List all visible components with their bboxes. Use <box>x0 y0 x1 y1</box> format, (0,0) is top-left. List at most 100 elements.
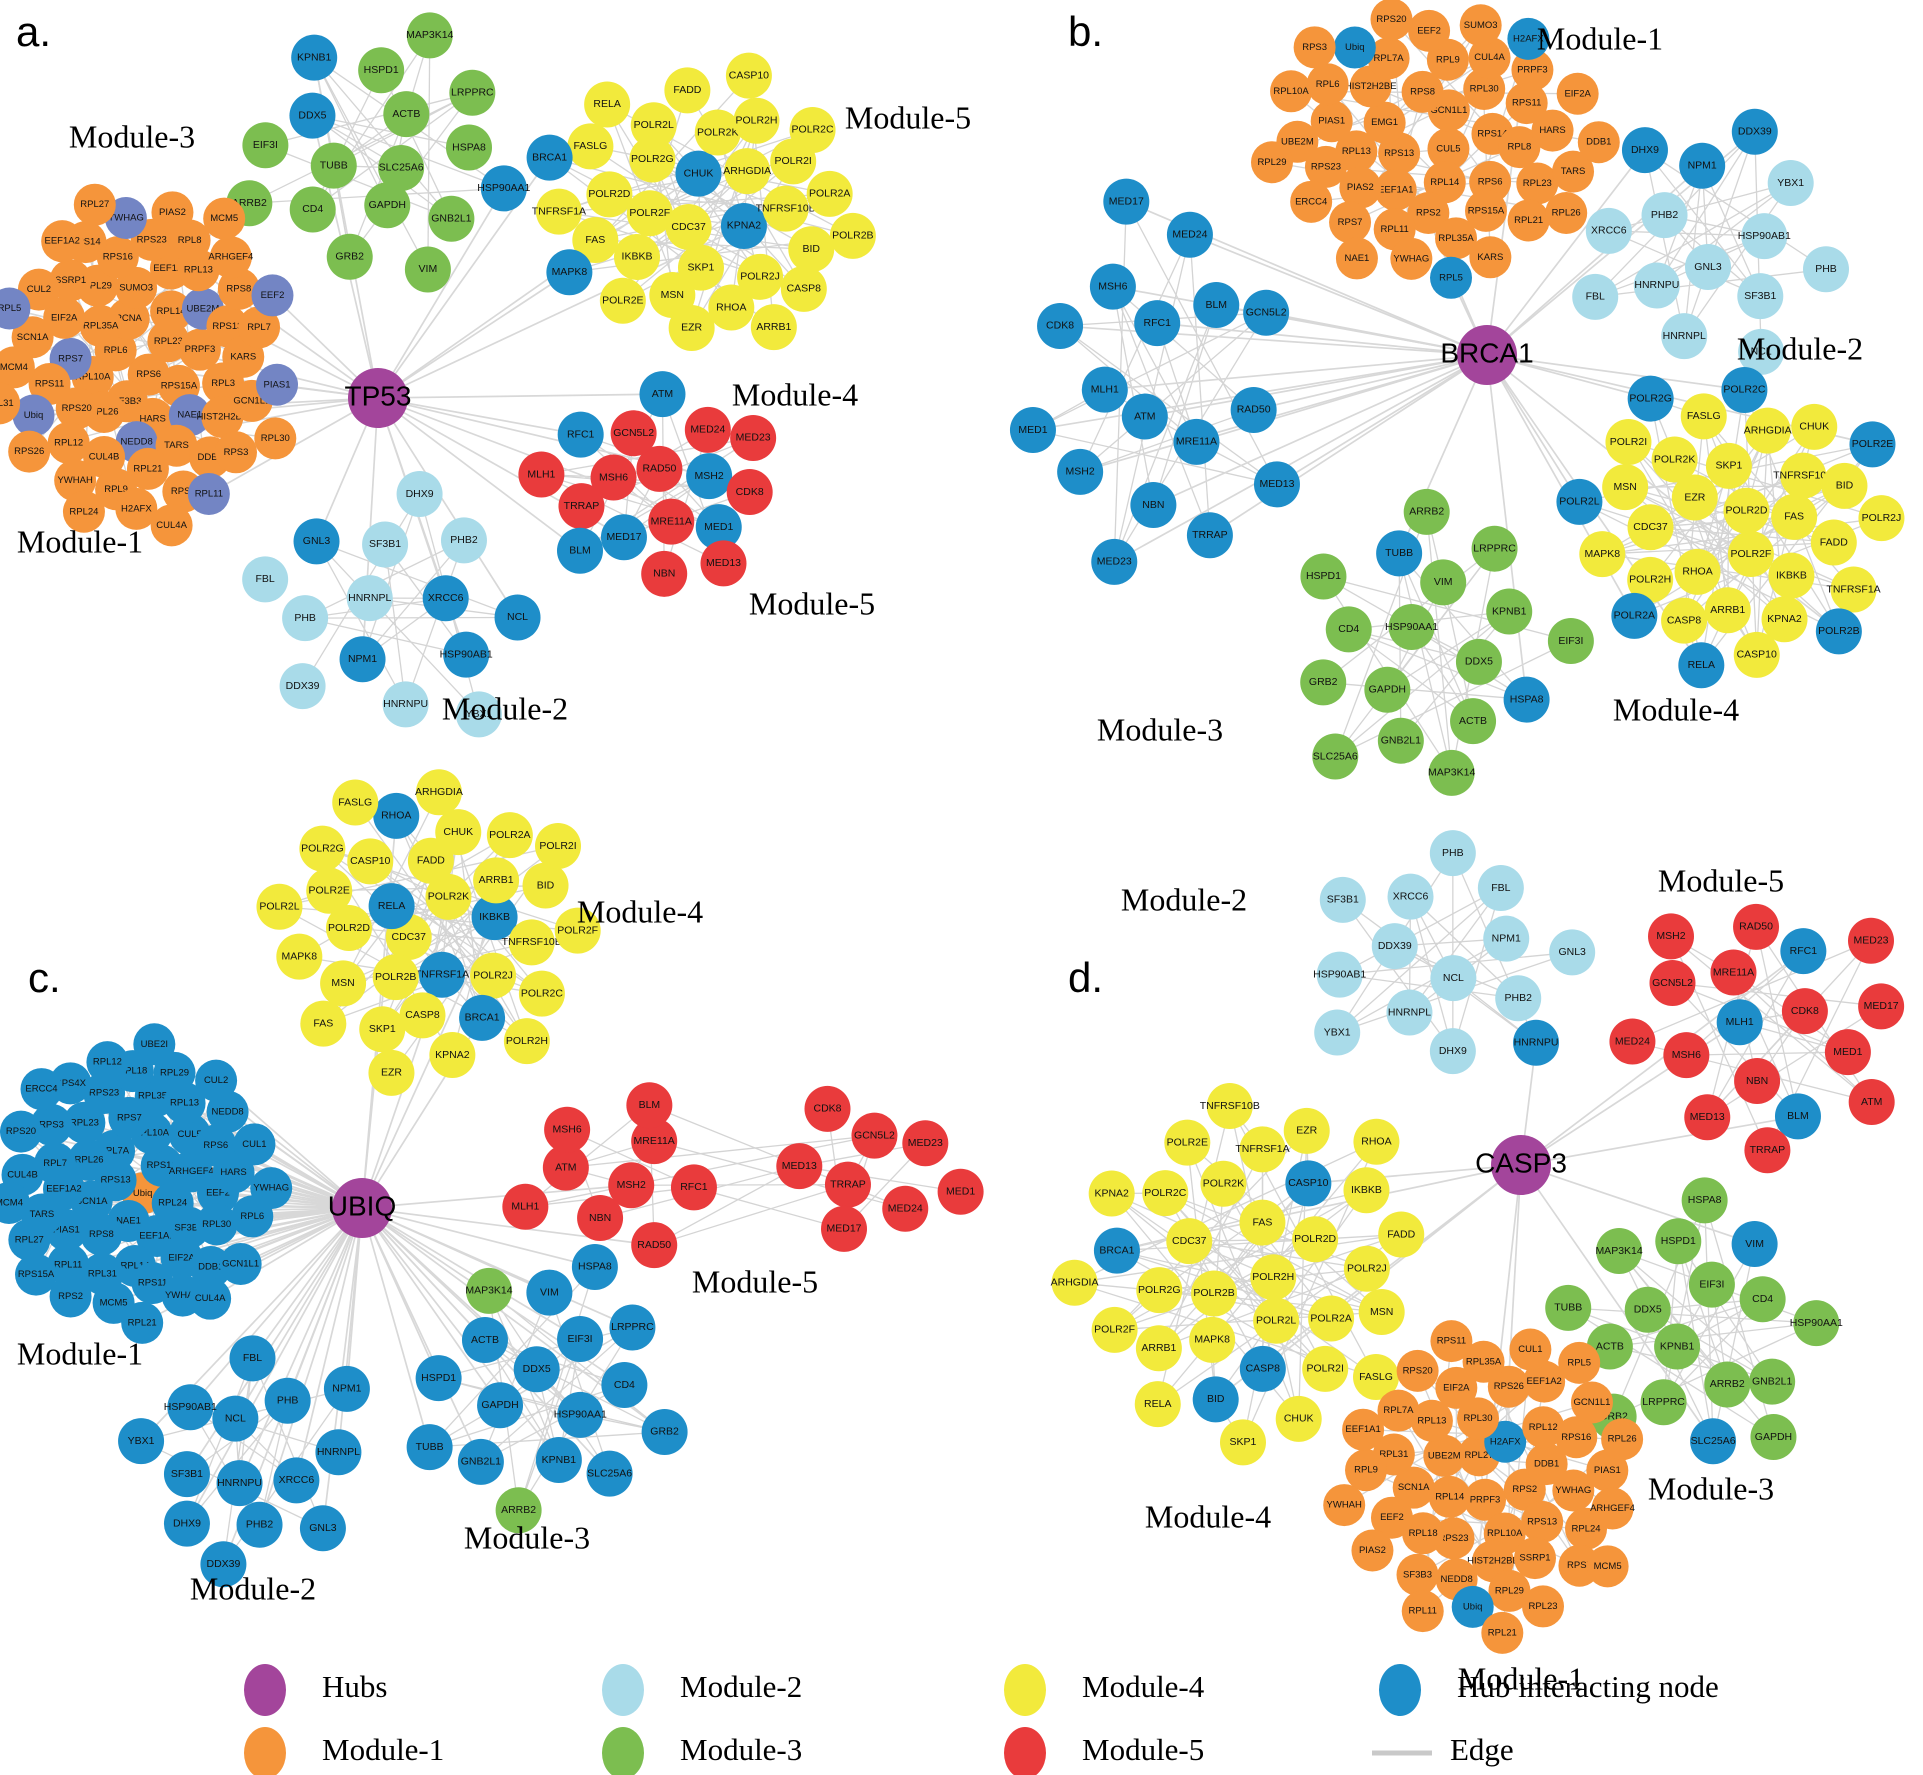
node-HSPA8[interactable] <box>571 1243 618 1290</box>
node-RPS8[interactable] <box>1401 70 1444 113</box>
node-EIF3I[interactable] <box>242 122 289 169</box>
node-PHB2[interactable] <box>440 517 487 564</box>
node-YBX1[interactable] <box>1314 1009 1361 1056</box>
node-HSPD1[interactable] <box>415 1355 462 1402</box>
node-POLR2G[interactable] <box>1136 1267 1183 1314</box>
node-RPS23[interactable] <box>1304 145 1347 188</box>
node-HNRNPL[interactable] <box>346 575 393 622</box>
node-EZR[interactable] <box>368 1049 415 1096</box>
node-YWHAG[interactable] <box>1552 1469 1595 1512</box>
node-SF3B3[interactable] <box>1396 1553 1439 1596</box>
node-LRPPRC[interactable] <box>449 69 496 116</box>
node-RPL21[interactable] <box>1507 199 1550 242</box>
node-ERCC4[interactable] <box>1290 180 1333 223</box>
node-NCL[interactable] <box>212 1395 259 1442</box>
node-TNFRSF1A[interactable] <box>535 188 582 235</box>
node-FADD[interactable] <box>664 67 711 114</box>
node-GAPDH[interactable] <box>1750 1413 1797 1460</box>
node-POLR2E[interactable] <box>306 867 353 914</box>
node-MSH2[interactable] <box>608 1162 655 1209</box>
node-PHB[interactable] <box>1802 246 1849 293</box>
node-HNRNPU[interactable] <box>1513 1019 1560 1066</box>
node-MED13[interactable] <box>1684 1094 1731 1141</box>
node-FASLG[interactable] <box>332 779 379 826</box>
node-LRPPRC[interactable] <box>1640 1379 1687 1426</box>
node-ARHGDIA[interactable] <box>1744 407 1791 454</box>
node-MCM5[interactable] <box>1586 1545 1629 1588</box>
node-EEF1A1[interactable] <box>1342 1408 1385 1451</box>
node-MAP3K14[interactable] <box>1596 1227 1643 1274</box>
node-CD4[interactable] <box>1739 1276 1786 1323</box>
node-RELA[interactable] <box>1134 1381 1181 1428</box>
node-ARHGDIA[interactable] <box>1051 1259 1098 1306</box>
node-RPL21[interactable] <box>126 447 169 490</box>
node-SLC25A6[interactable] <box>378 144 425 191</box>
node-RPS16[interactable] <box>96 236 139 279</box>
node-GCN5L2[interactable] <box>610 410 657 457</box>
node-RPL35A[interactable] <box>1435 217 1478 260</box>
node-GNB2L1[interactable] <box>1377 717 1424 764</box>
node-MLH1[interactable] <box>1081 366 1128 413</box>
node-POLR2J[interactable] <box>1858 495 1905 542</box>
node-RPL23[interactable] <box>1522 1585 1565 1628</box>
node-SF3B1[interactable] <box>362 521 409 568</box>
node-RPL8[interactable] <box>1498 126 1541 169</box>
node-IKBKB[interactable] <box>614 233 661 280</box>
node-DDX5[interactable] <box>1455 638 1502 685</box>
node-HSPA8[interactable] <box>1503 676 1550 723</box>
node-RPL11[interactable] <box>47 1243 90 1286</box>
node-POLR2A[interactable] <box>486 812 533 859</box>
node-GRB2[interactable] <box>641 1408 688 1455</box>
node-CHUK[interactable] <box>1791 403 1838 450</box>
node-SKP1[interactable] <box>359 1006 406 1053</box>
node-RPS8[interactable] <box>80 1213 123 1256</box>
node-CUL1[interactable] <box>1509 1328 1552 1371</box>
node-MED24[interactable] <box>882 1185 929 1232</box>
node-KPNB1[interactable] <box>535 1436 582 1483</box>
node-CDK8[interactable] <box>1781 988 1828 1035</box>
node-EEF2[interactable] <box>1408 9 1451 52</box>
node-MED23[interactable] <box>902 1120 949 1167</box>
node-MSH2[interactable] <box>1057 448 1104 495</box>
node-H2AFX[interactable] <box>1507 17 1550 60</box>
node-POLR2E[interactable] <box>599 277 646 324</box>
node-ATM[interactable] <box>639 371 686 418</box>
node-ARRB1[interactable] <box>1704 587 1751 634</box>
node-FBL[interactable] <box>1477 864 1524 911</box>
node-POLR2F[interactable] <box>1091 1306 1138 1353</box>
node-POLR2G[interactable] <box>1627 375 1674 422</box>
node-RPL35A[interactable] <box>79 305 122 348</box>
node-RPL7A[interactable] <box>1377 1389 1420 1432</box>
node-XRCC6[interactable] <box>273 1457 320 1504</box>
node-MRE11A[interactable] <box>631 1118 678 1165</box>
node-GCN1L1[interactable] <box>219 1242 262 1285</box>
node-RPS3[interactable] <box>215 431 258 474</box>
node-POLR2B[interactable] <box>1191 1270 1238 1317</box>
node-MED24[interactable] <box>1609 1018 1656 1065</box>
node-POLR2B[interactable] <box>372 954 419 1001</box>
node-POLR2E[interactable] <box>1849 421 1896 468</box>
node-RPL12[interactable] <box>1522 1406 1565 1449</box>
node-MED17[interactable] <box>1103 178 1150 225</box>
node-RPL27[interactable] <box>73 183 116 226</box>
node-CDK8[interactable] <box>726 468 773 515</box>
node-BID[interactable] <box>788 226 835 273</box>
node-BRCA1[interactable] <box>526 134 573 181</box>
node-KPNA2[interactable] <box>429 1032 476 1079</box>
node-ACTB[interactable] <box>461 1316 508 1363</box>
node-MCM5[interactable] <box>203 197 246 240</box>
node-IKBKB[interactable] <box>1768 552 1815 599</box>
node-RPS16[interactable] <box>1555 1416 1598 1459</box>
node-SCN1A[interactable] <box>11 316 54 359</box>
node-GCN5L2[interactable] <box>1649 959 1696 1006</box>
node-MED24[interactable] <box>684 406 731 453</box>
node-SLC25A6[interactable] <box>586 1450 633 1497</box>
node-RHOA[interactable] <box>1674 548 1721 595</box>
node-XRCC6[interactable] <box>1585 207 1632 254</box>
node-HNRNPL[interactable] <box>1386 989 1433 1036</box>
node-RPL29[interactable] <box>1488 1569 1531 1612</box>
node-TNFRSF1A[interactable] <box>1830 566 1877 613</box>
node-H2AFX[interactable] <box>1484 1420 1527 1463</box>
node-CDC37[interactable] <box>1166 1218 1213 1265</box>
node-RPS2[interactable] <box>49 1275 92 1318</box>
